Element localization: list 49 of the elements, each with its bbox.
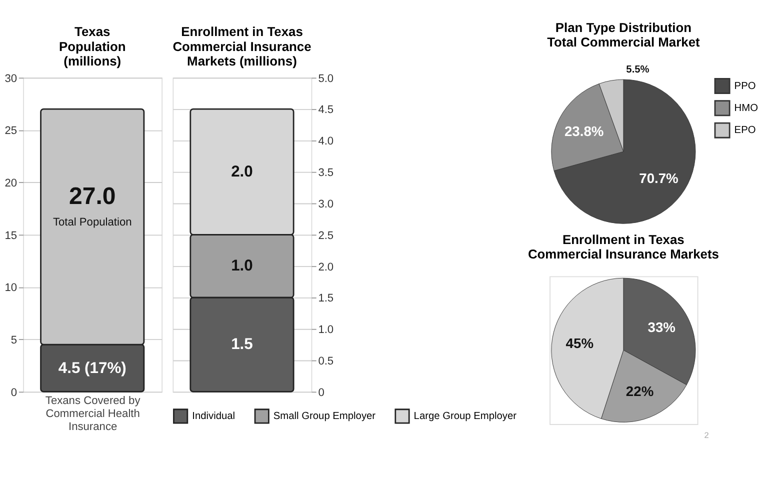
text: Markets (millions): [187, 54, 297, 69]
data-label: 22%: [626, 382, 654, 399]
text: Total Commercial Market: [547, 34, 700, 50]
y-tick-label: 1.0: [318, 324, 334, 336]
data-label: 2.0: [231, 164, 254, 181]
y-tick-label: 2.0: [318, 261, 334, 274]
text: Plan Type Distribution: [555, 20, 692, 35]
y-tick-label: 3.5: [318, 167, 334, 180]
y-tick-label: 20: [4, 178, 18, 190]
text: (millions): [64, 54, 122, 69]
legend-label: Individual: [192, 411, 236, 422]
legend-label: HMO: [734, 102, 758, 114]
y-tick-label: 10: [4, 282, 18, 294]
data-label: 1.5: [231, 336, 254, 354]
text: Texas: [74, 24, 110, 40]
y-tick-label: 1.5: [318, 292, 334, 305]
text: Enrollment in Texas: [562, 232, 684, 247]
data-label: 45%: [566, 334, 594, 351]
y-tick-label: 15: [4, 230, 18, 242]
data-label: 4.5 (17%): [58, 360, 126, 377]
text: Population: [58, 38, 126, 54]
y-tick-label: 4.0: [318, 136, 334, 148]
y-tick-label: 30: [4, 72, 18, 85]
data-label: 1.0: [231, 258, 254, 275]
text: Texans Covered by Commercial Health Insurance: [45, 395, 141, 434]
y-tick-label: 5.0: [318, 72, 334, 85]
data-label: 5.5%: [626, 64, 650, 76]
text: Commercial Insurance: [172, 38, 312, 54]
y-tick-label: 0: [10, 386, 18, 399]
legend-label: EPO: [734, 125, 756, 136]
data-label: 33%: [648, 319, 676, 336]
legend-label: Large Group Employer: [414, 411, 518, 422]
legend-label: PPO: [734, 80, 756, 92]
annotation: Total Population: [52, 216, 132, 228]
text: 2: [704, 430, 710, 440]
text: Commercial Insurance Markets: [528, 246, 719, 262]
y-tick-label: 4.5: [318, 104, 334, 116]
y-tick-label: 0.5: [318, 355, 334, 368]
data-label: 23.8%: [564, 122, 604, 139]
text: Enrollment in Texas: [181, 24, 303, 40]
y-tick-label: 0: [318, 386, 324, 399]
legend-label: Small Group Employer: [273, 411, 376, 422]
pie-slice: [554, 79, 696, 224]
y-tick-label: 3.0: [318, 198, 334, 210]
total-label: 27.0: [69, 183, 116, 210]
y-tick-label: 2.5: [318, 230, 334, 242]
y-tick-label: 25: [4, 125, 18, 138]
data-label: 70.7%: [639, 170, 678, 186]
y-tick-label: 5: [10, 334, 18, 347]
